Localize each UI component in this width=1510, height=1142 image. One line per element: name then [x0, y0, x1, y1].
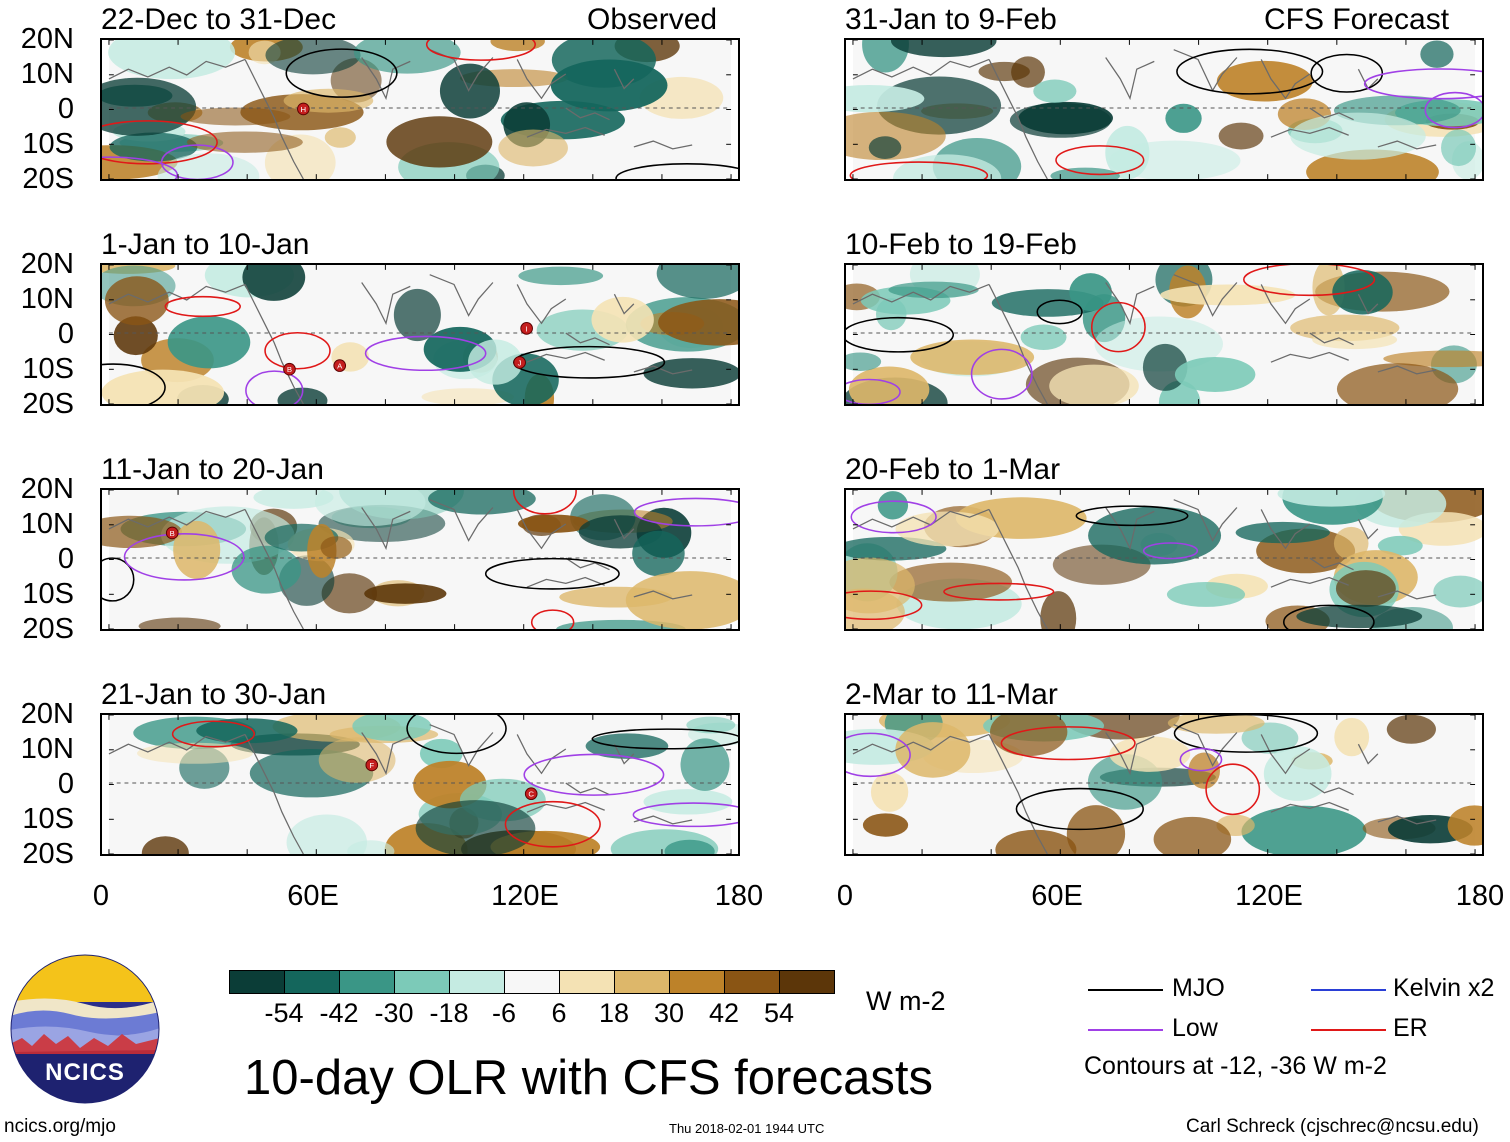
lat-label-row4-20S: 20S	[22, 838, 74, 870]
lon-label-right-180: 180	[1455, 880, 1505, 912]
lon-label-left-0: 0	[92, 880, 110, 912]
legend-label-kelvin: Kelvin x2	[1393, 974, 1495, 1002]
colorbar-label: 54	[763, 998, 795, 1028]
lat-label-row3-20N: 20N	[20, 473, 74, 505]
figure-title: 10-day OLR with CFS forecasts	[244, 1051, 933, 1105]
panel-title-5: 31-Jan to 9-Feb	[845, 3, 1057, 36]
logo-text: NCICS	[45, 1059, 125, 1086]
storm-marker-f: F	[365, 758, 379, 772]
forecast-label: CFS Forecast	[1264, 3, 1450, 36]
panel-title-4: 21-Jan to 30-Jan	[101, 678, 327, 711]
olr-map-panel-8	[844, 713, 1484, 856]
olr-map-panel-5	[844, 38, 1484, 181]
svg-text:C: C	[528, 790, 534, 799]
svg-text:I: I	[526, 324, 528, 333]
lat-label-row4-20N: 20N	[20, 698, 74, 730]
legend-line-kelvin	[1311, 989, 1386, 991]
colorbar-swatch	[724, 970, 780, 994]
panel-title-1: 22-Dec to 31-Dec	[101, 3, 337, 36]
ncics-logo: NCICS	[10, 954, 160, 1104]
legend-label-er: ER	[1393, 1014, 1428, 1042]
colorbar-swatch	[229, 970, 285, 994]
olr-map-panel-1: H	[100, 38, 740, 181]
colorbar-swatch	[339, 970, 395, 994]
storm-marker-c: C	[524, 787, 538, 801]
colorbar-label: 6	[551, 998, 567, 1028]
lat-label-row3-20S: 20S	[22, 613, 74, 645]
lat-label-row2-10S: 10S	[22, 353, 74, 385]
lon-label-left-120E: 120E	[491, 880, 559, 912]
svg-text:B: B	[170, 529, 175, 538]
panel-title-6: 10-Feb to 19-Feb	[845, 228, 1077, 261]
lat-label-row1-10S: 10S	[22, 128, 74, 160]
colorbar-label: -6	[491, 998, 516, 1028]
legend-label-low: Low	[1172, 1014, 1218, 1042]
lat-label-row3-0: 0	[57, 543, 74, 575]
colorbar-label: 18	[598, 998, 630, 1028]
lon-label-right-60E: 60E	[1031, 880, 1083, 912]
svg-text:F: F	[369, 761, 374, 770]
legend-note: Contours at -12, -36 W m-2	[1084, 1052, 1387, 1080]
lat-label-row3-10S: 10S	[22, 578, 74, 610]
olr-map-panel-3: B	[100, 488, 740, 631]
colorbar-label: 30	[653, 998, 685, 1028]
lat-label-row2-20N: 20N	[20, 248, 74, 280]
svg-text:A: A	[337, 362, 343, 371]
storm-marker-j: J	[513, 356, 526, 369]
colorbar-swatch	[669, 970, 725, 994]
lat-label-row4-10N: 10N	[20, 733, 74, 765]
footer-url[interactable]: ncics.org/mjo	[4, 1116, 116, 1137]
lat-label-row4-0: 0	[57, 768, 74, 800]
legend-line-mjo	[1088, 989, 1163, 991]
storm-marker-i: I	[520, 322, 533, 335]
colorbar-swatch	[284, 970, 340, 994]
panel-title-8: 2-Mar to 11-Mar	[845, 678, 1058, 711]
lon-label-left-60E: 60E	[287, 880, 339, 912]
colorbar-label: 42	[708, 998, 740, 1028]
lon-label-right-120E: 120E	[1235, 880, 1303, 912]
lon-label-left-180: 180	[714, 880, 764, 912]
lat-label-row3-10N: 10N	[20, 508, 74, 540]
lat-label-row1-20S: 20S	[22, 163, 74, 195]
lat-label-row2-0: 0	[57, 318, 74, 350]
lat-label-row2-10N: 10N	[20, 283, 74, 315]
legend-label-mjo: MJO	[1172, 974, 1225, 1002]
olr-map-panel-7	[844, 488, 1484, 631]
svg-text:J: J	[518, 358, 522, 367]
lat-label-row1-0: 0	[57, 93, 74, 125]
olr-map-panel-6	[844, 263, 1484, 406]
footer-credit: Carl Schreck (cjschrec@ncsu.edu)	[1186, 1116, 1479, 1137]
svg-text:B: B	[287, 365, 292, 374]
colorbar-swatch	[394, 970, 450, 994]
colorbar-label: -54	[264, 998, 304, 1028]
olr-map-panel-4: CF	[100, 713, 740, 856]
colorbar-swatch	[504, 970, 560, 994]
footer-timestamp: Thu 2018-02-01 1944 UTC	[669, 1121, 825, 1136]
legend-line-low	[1088, 1029, 1163, 1031]
lat-label-row4-10S: 10S	[22, 803, 74, 835]
svg-text:H: H	[301, 105, 307, 114]
storm-marker-b: B	[283, 362, 296, 376]
storm-marker-a: A	[333, 359, 347, 372]
colorbar-swatch	[614, 970, 670, 994]
lat-label-row1-10N: 10N	[20, 58, 74, 90]
colorbar-label: -42	[319, 998, 359, 1028]
panel-title-3: 11-Jan to 20-Jan	[101, 453, 324, 486]
panel-title-7: 20-Feb to 1-Mar	[845, 453, 1061, 486]
colorbar-swatch	[449, 970, 505, 994]
colorbar-label: -30	[374, 998, 414, 1028]
storm-marker-h: H	[297, 102, 310, 116]
legend-line-er	[1311, 1029, 1386, 1031]
lat-label-row1-20N: 20N	[20, 23, 74, 55]
colorbar-unit: W m-2	[866, 986, 946, 1016]
colorbar-swatch	[779, 970, 835, 994]
olr-map-panel-2: B A I J	[100, 263, 740, 406]
panel-title-2: 1-Jan to 10-Jan	[101, 228, 310, 261]
colorbar-label: -18	[429, 998, 469, 1028]
lon-label-right-0: 0	[836, 880, 854, 912]
storm-marker-b: B	[165, 526, 179, 540]
observed-label: Observed	[587, 3, 718, 36]
colorbar-swatch	[559, 970, 615, 994]
lat-label-row2-20S: 20S	[22, 388, 74, 420]
